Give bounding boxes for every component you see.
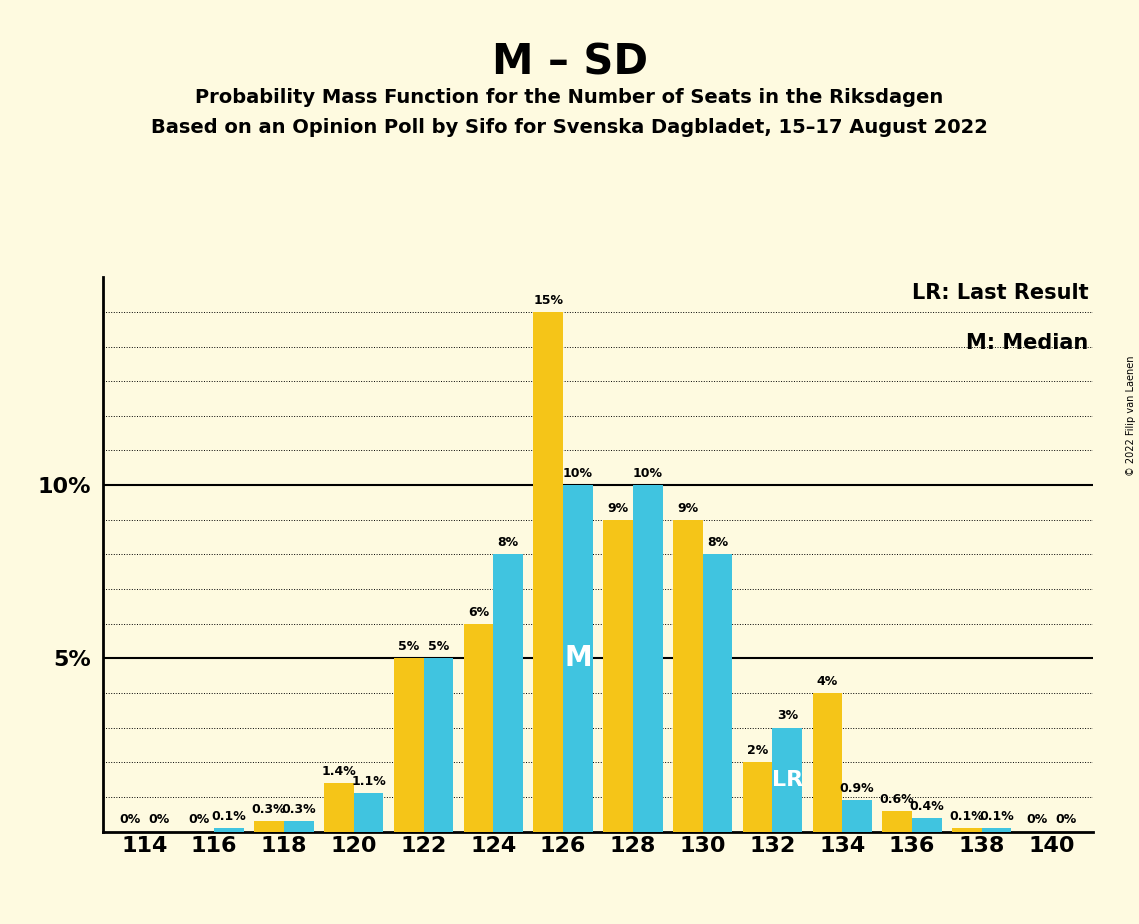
Bar xyxy=(673,519,703,832)
Text: © 2022 Filip van Laenen: © 2022 Filip van Laenen xyxy=(1126,356,1136,476)
Text: 8%: 8% xyxy=(707,536,728,549)
Text: 0.6%: 0.6% xyxy=(879,793,915,806)
Text: 0.4%: 0.4% xyxy=(909,799,944,812)
Bar xyxy=(424,658,453,832)
Bar xyxy=(883,811,912,832)
Bar xyxy=(604,519,633,832)
Text: 9%: 9% xyxy=(607,502,629,515)
Bar xyxy=(394,658,424,832)
Bar xyxy=(772,728,802,832)
Bar xyxy=(563,485,592,832)
Text: 0.1%: 0.1% xyxy=(212,810,246,823)
Text: 9%: 9% xyxy=(678,502,698,515)
Text: 0.1%: 0.1% xyxy=(980,810,1014,823)
Text: M: Median: M: Median xyxy=(966,333,1089,353)
Text: 5%: 5% xyxy=(398,640,419,653)
Text: 6%: 6% xyxy=(468,605,489,618)
Text: 3%: 3% xyxy=(777,710,797,723)
Bar xyxy=(912,818,942,832)
Text: 0%: 0% xyxy=(148,813,170,826)
Text: 0.3%: 0.3% xyxy=(281,803,317,816)
Text: M – SD: M – SD xyxy=(492,42,647,83)
Text: 15%: 15% xyxy=(533,294,564,307)
Text: 1.4%: 1.4% xyxy=(321,765,357,778)
Text: 4%: 4% xyxy=(817,675,838,687)
Bar xyxy=(464,624,493,832)
Text: 8%: 8% xyxy=(498,536,518,549)
Text: 0%: 0% xyxy=(1026,813,1048,826)
Text: Based on an Opinion Poll by Sifo for Svenska Dagbladet, 15–17 August 2022: Based on an Opinion Poll by Sifo for Sve… xyxy=(151,118,988,138)
Text: 1.1%: 1.1% xyxy=(351,775,386,788)
Text: LR: LR xyxy=(772,770,803,790)
Bar xyxy=(493,554,523,832)
Bar xyxy=(633,485,663,832)
Bar xyxy=(842,800,871,832)
Text: 5%: 5% xyxy=(428,640,449,653)
Bar xyxy=(354,794,384,832)
Bar xyxy=(952,828,982,832)
Bar xyxy=(743,762,772,832)
Text: LR: Last Result: LR: Last Result xyxy=(912,283,1089,303)
Text: 0%: 0% xyxy=(118,813,140,826)
Text: 0%: 0% xyxy=(189,813,210,826)
Text: M: M xyxy=(564,644,592,673)
Bar xyxy=(812,693,842,832)
Bar xyxy=(254,821,284,832)
Bar xyxy=(284,821,313,832)
Text: 0%: 0% xyxy=(1056,813,1077,826)
Text: 2%: 2% xyxy=(747,744,768,757)
Bar xyxy=(533,312,563,832)
Text: 0.3%: 0.3% xyxy=(252,803,286,816)
Bar xyxy=(703,554,732,832)
Text: 0.1%: 0.1% xyxy=(950,810,984,823)
Bar xyxy=(214,828,244,832)
Text: Probability Mass Function for the Number of Seats in the Riksdagen: Probability Mass Function for the Number… xyxy=(196,88,943,107)
Bar xyxy=(325,784,354,832)
Text: 0.9%: 0.9% xyxy=(839,783,875,796)
Text: 10%: 10% xyxy=(563,467,593,480)
Text: 10%: 10% xyxy=(632,467,663,480)
Bar xyxy=(982,828,1011,832)
